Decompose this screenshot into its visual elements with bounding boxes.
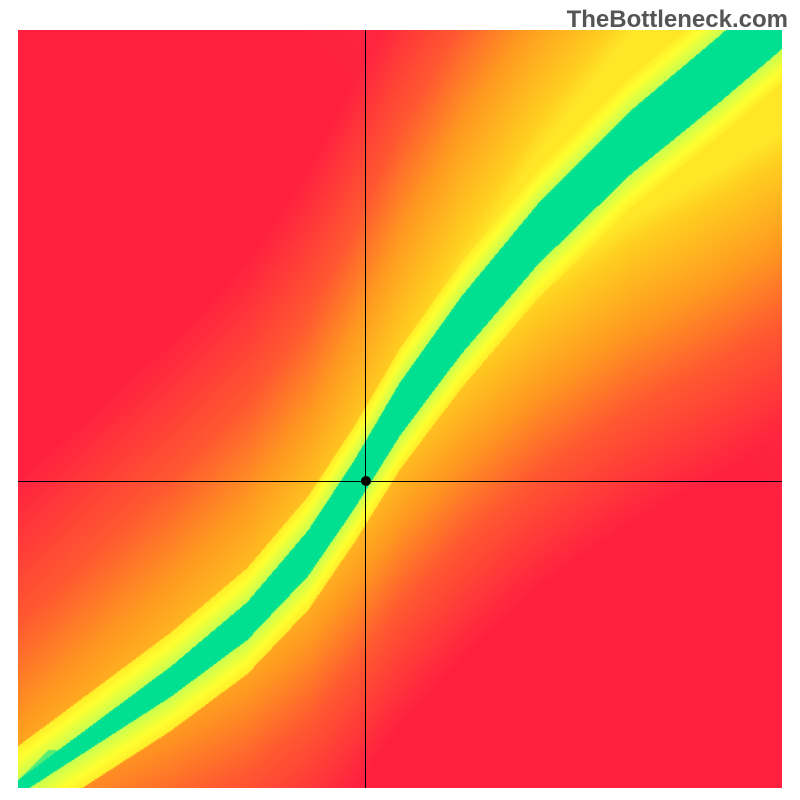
heatmap-canvas	[18, 30, 782, 788]
watermark-text: TheBottleneck.com	[567, 6, 788, 34]
crosshair-horizontal	[18, 481, 782, 482]
crosshair-vertical	[365, 30, 366, 788]
plot-area	[18, 30, 782, 788]
point-marker	[361, 476, 371, 486]
